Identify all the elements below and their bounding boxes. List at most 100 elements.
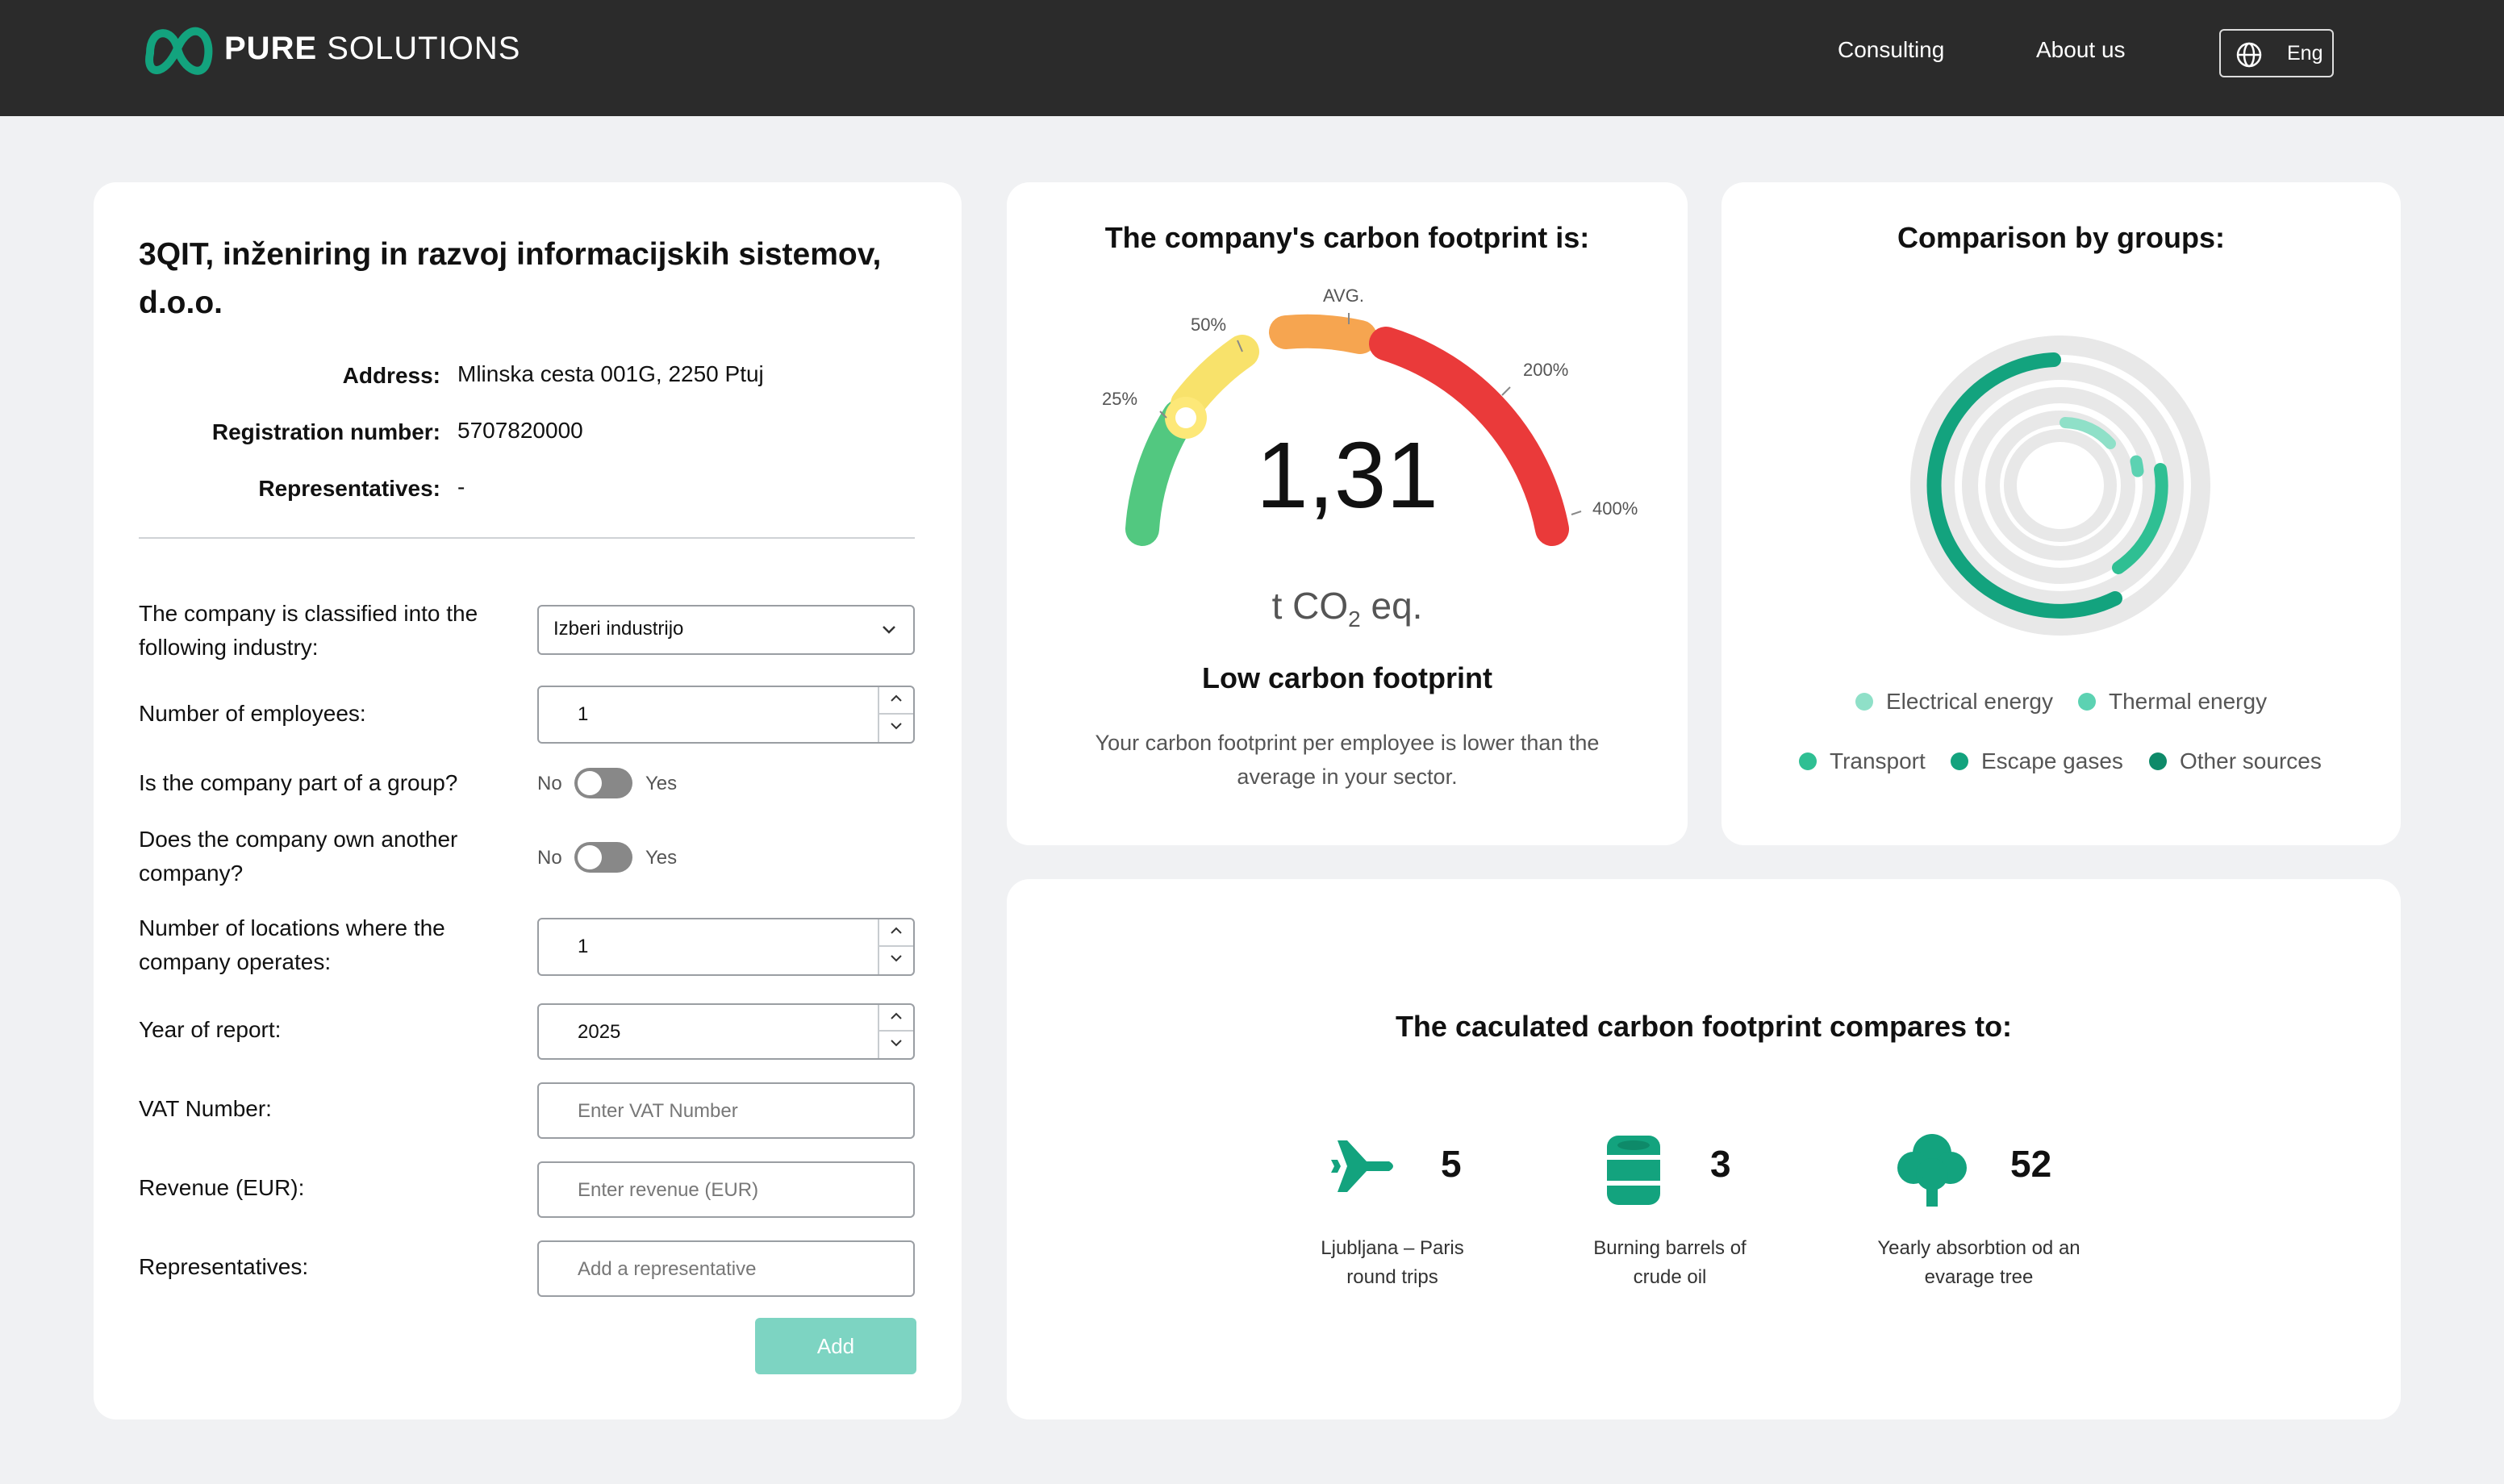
chevron-up-icon bbox=[891, 694, 902, 702]
gauge-segment-lowmid bbox=[1171, 335, 1259, 421]
chevron-down-icon bbox=[883, 626, 895, 634]
comparison-number-trees: 52 bbox=[2010, 1143, 2052, 1185]
legend-dot bbox=[1799, 752, 1817, 770]
groups-radial-chart bbox=[1910, 336, 2210, 636]
legend-escape-gases: Escape gases bbox=[1951, 748, 2123, 774]
language-label: Eng bbox=[2287, 42, 2323, 65]
tick-label-200: 200% bbox=[1523, 360, 1569, 380]
legend-dot bbox=[1951, 752, 1968, 770]
legend-electrical: Electrical energy bbox=[1855, 689, 2053, 715]
legend-dot bbox=[2149, 752, 2167, 770]
registration-value: 5707820000 bbox=[457, 418, 583, 443]
employees-label: Number of employees: bbox=[139, 701, 366, 726]
representatives-value: - bbox=[457, 474, 465, 499]
vat-label: VAT Number: bbox=[139, 1096, 272, 1121]
legend-transport: Transport bbox=[1799, 748, 1926, 774]
address-value: Mlinska cesta 001G, 2250 Ptuj bbox=[457, 361, 764, 386]
comparison-number-trips: 5 bbox=[1441, 1143, 1462, 1185]
chevron-up-icon bbox=[891, 1012, 902, 1019]
tick-label-25: 25% bbox=[1102, 389, 1138, 409]
barrel-icon bbox=[1607, 1136, 1660, 1205]
add-representative-button[interactable]: Add bbox=[755, 1318, 916, 1374]
top-navigation-bar: PURE SOLUTIONS Consulting About us Eng bbox=[0, 0, 2504, 116]
tick-label-400: 400% bbox=[1592, 498, 1638, 519]
comparison-title: The caculated carbon footprint compares … bbox=[1395, 1010, 2013, 1043]
chevron-up-icon bbox=[891, 927, 902, 934]
locations-value: 1 bbox=[578, 936, 589, 957]
ring-electrical bbox=[2060, 417, 2116, 449]
toggle-yes-label: Yes bbox=[645, 773, 678, 794]
representatives-label: Representatives: bbox=[258, 476, 440, 501]
nav-about-us[interactable]: About us bbox=[2036, 37, 2126, 62]
legend-dot bbox=[1855, 693, 1873, 711]
legend-other-sources: Other sources bbox=[2149, 748, 2322, 774]
logo-icon[interactable] bbox=[134, 11, 218, 95]
locations-stepper[interactable] bbox=[878, 919, 913, 974]
industry-select[interactable]: Izberi industrijo bbox=[537, 605, 915, 655]
gauge-segment-avg bbox=[1269, 314, 1377, 354]
registration-label: Registration number: bbox=[211, 419, 440, 444]
chevron-down-icon bbox=[891, 723, 902, 730]
legend-thermal: Thermal energy bbox=[2078, 689, 2267, 715]
chevron-down-icon bbox=[891, 1040, 902, 1047]
carbon-footprint-card: The company's carbon footprint is: 25% 5… bbox=[1007, 182, 1688, 845]
company-name: 3QIT, inženiring in razvoj informacijski… bbox=[139, 237, 882, 320]
representative-input[interactable]: Add a representative bbox=[537, 1240, 915, 1297]
comparison-label-trees: Yearly absorbtion od an evarage tree bbox=[1877, 1237, 2080, 1288]
industry-select-value: Izberi industrijo bbox=[553, 618, 684, 640]
groups-title: Comparison by groups: bbox=[1897, 221, 2226, 254]
employees-stepper[interactable] bbox=[878, 687, 913, 742]
revenue-label: Revenue (EUR): bbox=[139, 1175, 305, 1200]
nav-consulting[interactable]: Consulting bbox=[1838, 37, 1945, 62]
toggle-knob bbox=[578, 771, 602, 795]
brand-name[interactable]: PURE SOLUTIONS bbox=[224, 31, 521, 66]
footprint-unit: t CO2 eq. bbox=[1271, 585, 1423, 632]
increment-button[interactable] bbox=[879, 1005, 913, 1032]
group-label: Is the company part of a group? bbox=[139, 770, 458, 795]
revenue-placeholder: Enter revenue (EUR) bbox=[578, 1179, 759, 1201]
ring-thermal bbox=[2130, 455, 2144, 477]
airplane-icon bbox=[1331, 1140, 1393, 1192]
increment-button[interactable] bbox=[879, 687, 913, 715]
industry-label: The company is classified into the follo… bbox=[139, 601, 478, 660]
year-input[interactable]: 2025 bbox=[537, 1003, 915, 1060]
divider bbox=[139, 537, 915, 539]
footprint-gauge bbox=[1125, 313, 1582, 546]
toggle-no-label: No bbox=[537, 847, 562, 869]
footprint-level: Low carbon footprint bbox=[1202, 661, 1492, 694]
gauge-segment-high bbox=[1369, 327, 1569, 546]
representatives-input-label: Representatives: bbox=[139, 1254, 309, 1279]
toggle-no-label: No bbox=[537, 773, 562, 794]
group-toggle[interactable] bbox=[574, 768, 632, 798]
year-value: 2025 bbox=[578, 1021, 621, 1043]
increment-button[interactable] bbox=[879, 919, 913, 947]
tick-label-avg: AVG. bbox=[1323, 286, 1364, 306]
chevron-down-icon bbox=[891, 955, 902, 962]
year-stepper[interactable] bbox=[878, 1005, 913, 1058]
globe-icon bbox=[2236, 42, 2262, 68]
vat-input[interactable]: Enter VAT Number bbox=[537, 1082, 915, 1139]
tree-icon bbox=[1897, 1134, 1967, 1207]
comparison-number-barrels: 3 bbox=[1710, 1143, 1731, 1185]
owns-company-toggle[interactable] bbox=[574, 842, 632, 873]
company-form-card: 3QIT, inženiring in razvoj informacijski… bbox=[94, 182, 962, 1419]
footprint-description: Your carbon footprint per employee is lo… bbox=[1095, 731, 1600, 789]
language-selector[interactable]: Eng bbox=[2219, 29, 2334, 77]
employees-value: 1 bbox=[578, 703, 589, 725]
revenue-input[interactable]: Enter revenue (EUR) bbox=[537, 1161, 915, 1218]
decrement-button[interactable] bbox=[879, 1032, 913, 1058]
representative-placeholder: Add a representative bbox=[578, 1258, 757, 1280]
legend-dot bbox=[2078, 693, 2096, 711]
toggle-knob bbox=[578, 845, 602, 869]
ring-transport bbox=[2112, 463, 2168, 574]
owns-company-label: Does the company own another company? bbox=[139, 827, 458, 886]
decrement-button[interactable] bbox=[879, 715, 913, 742]
year-label: Year of report: bbox=[139, 1017, 282, 1042]
vat-placeholder: Enter VAT Number bbox=[578, 1100, 738, 1122]
locations-input[interactable]: 1 bbox=[537, 918, 915, 976]
employees-input[interactable]: 1 bbox=[537, 686, 915, 744]
comparison-groups-card: Comparison by groups: Electrical energy … bbox=[1722, 182, 2401, 845]
comparison-label-trips: Ljubljana – Paris round trips bbox=[1321, 1237, 1464, 1288]
decrement-button[interactable] bbox=[879, 947, 913, 974]
gauge-indicator-center bbox=[1175, 407, 1196, 428]
